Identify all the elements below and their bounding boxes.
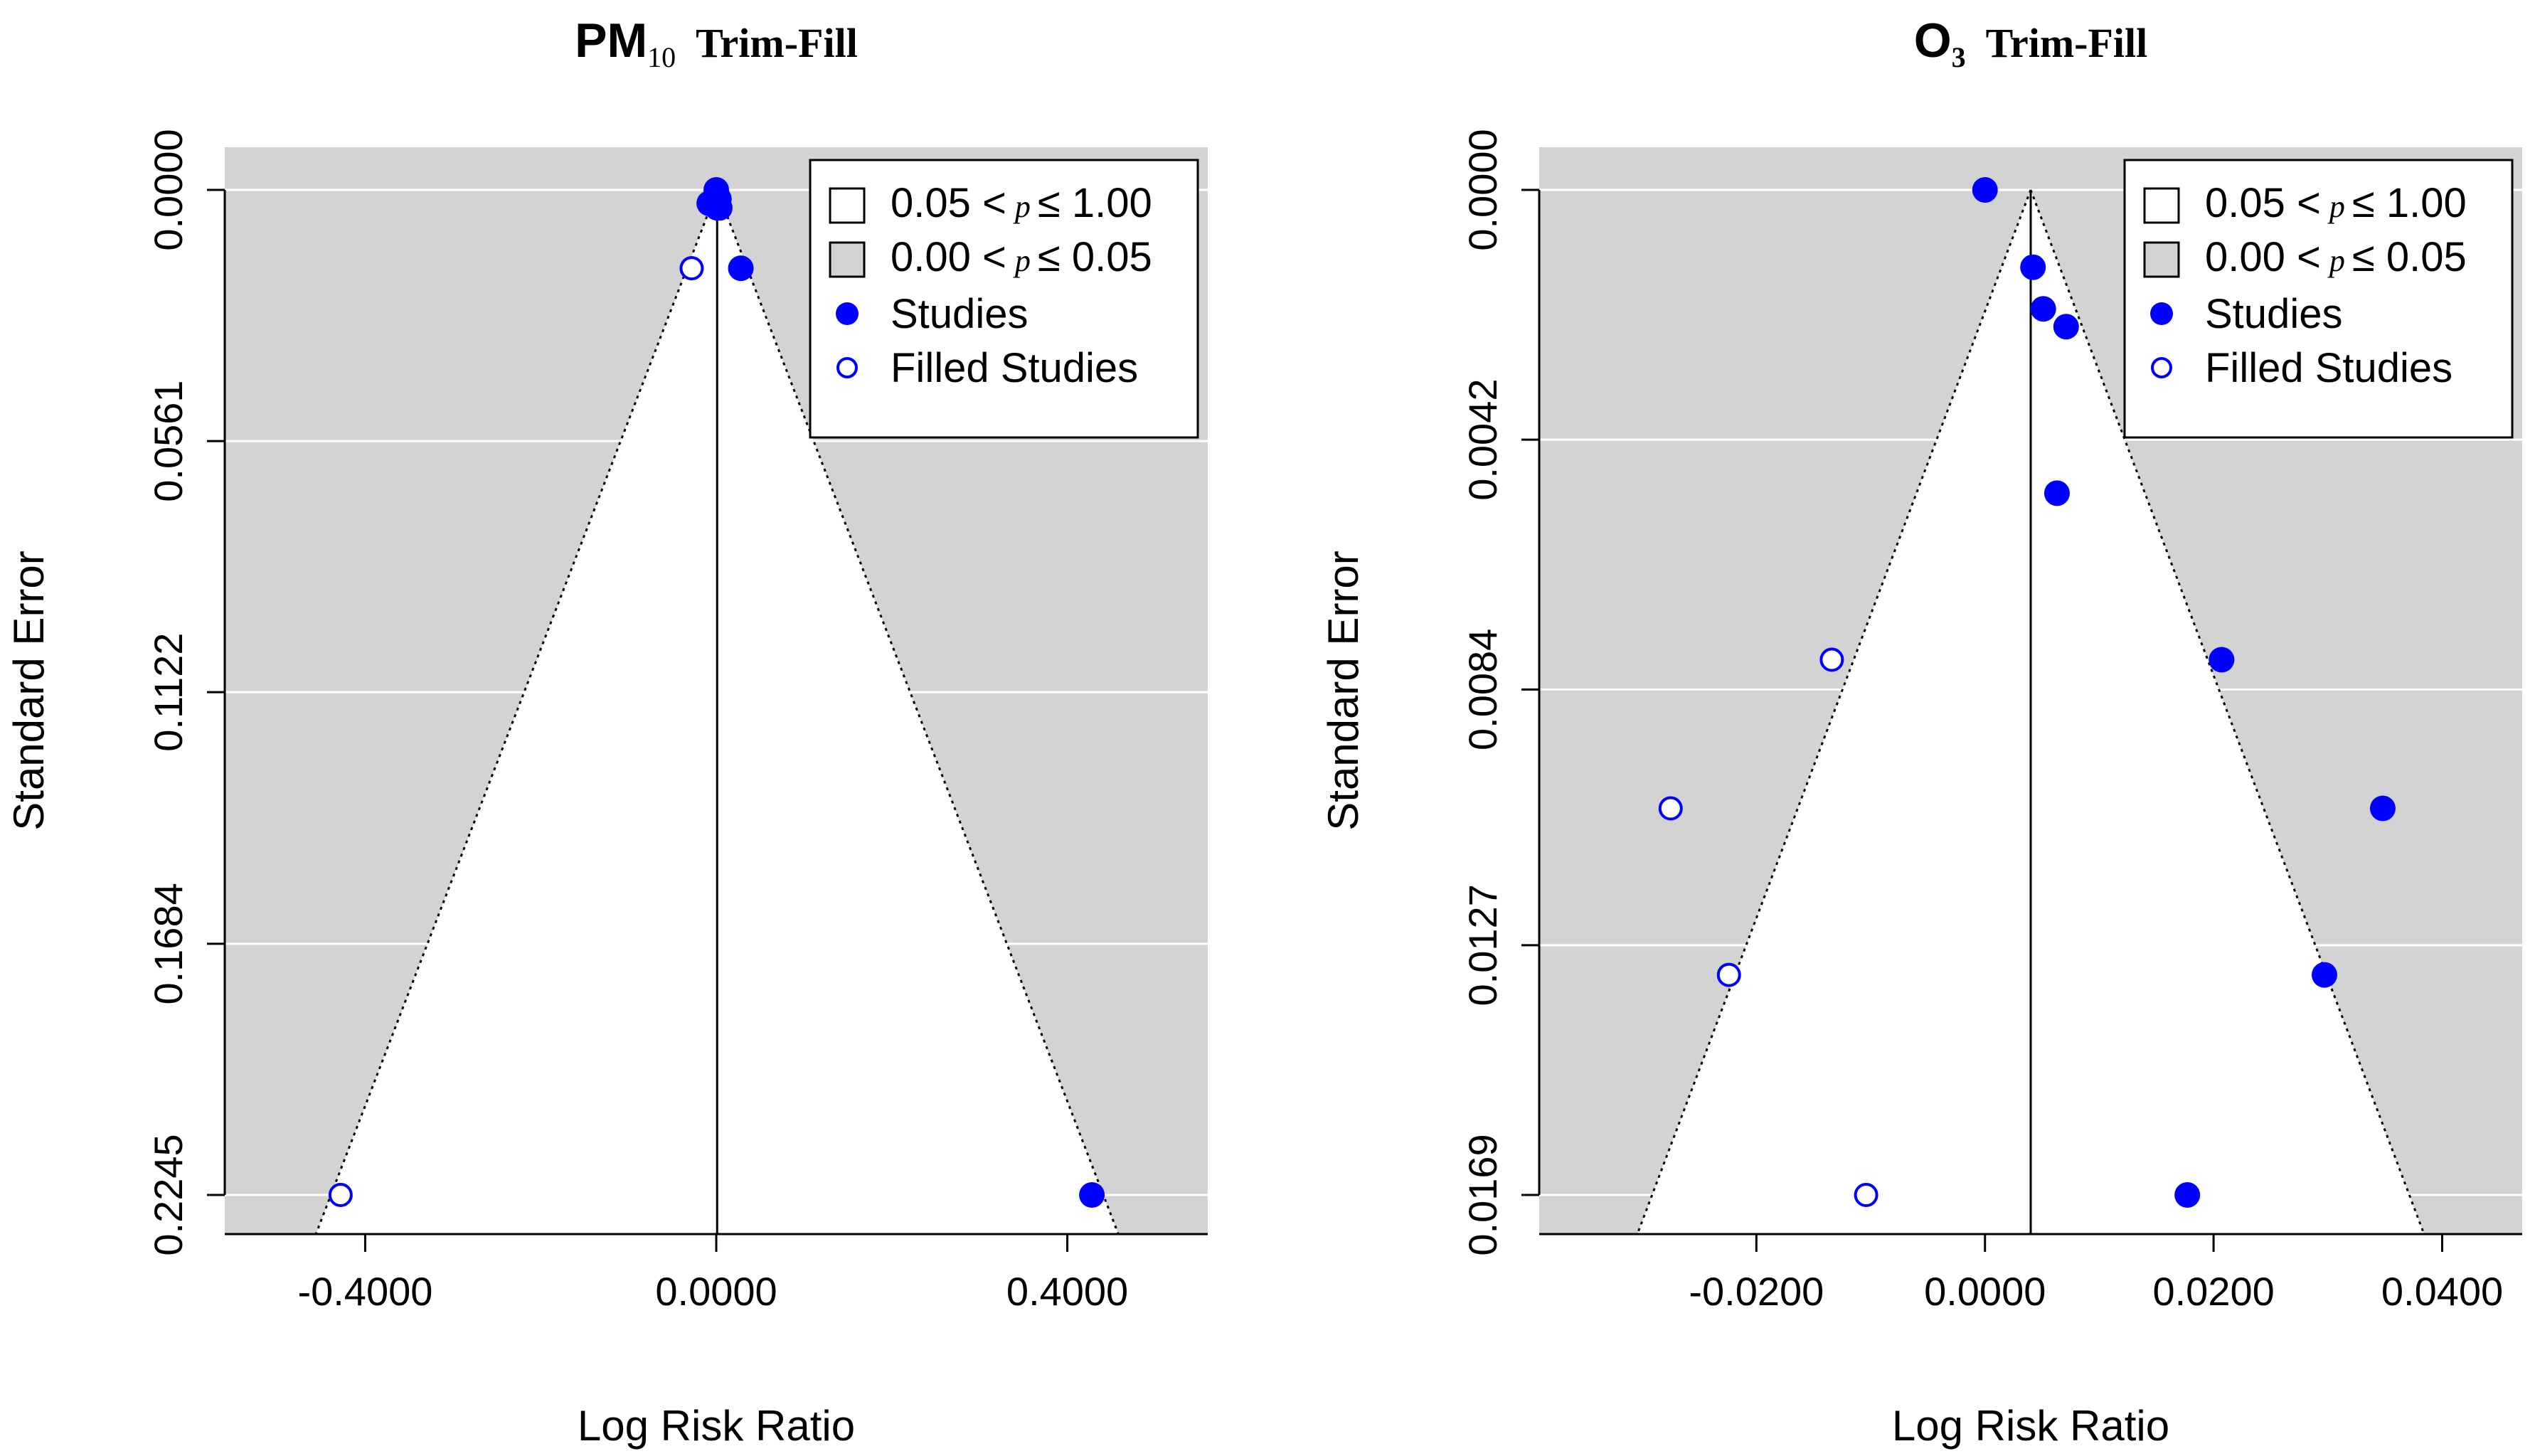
- funnel-edge-left: [1636, 189, 2032, 1234]
- legend-label: Studies: [891, 291, 1028, 337]
- x-tick-label: 0.4000: [1006, 1269, 1128, 1314]
- x-axis-label: Log Risk Ratio: [1892, 1402, 2169, 1450]
- legend-label: Studies: [2205, 291, 2342, 337]
- legend-marker-filled-studies: [836, 357, 858, 378]
- legend-marker-filled-studies: [2151, 357, 2172, 378]
- legend-label: Filled Studies: [891, 345, 1138, 391]
- legend-marker-studies: [836, 302, 859, 325]
- legend-suffix: ≤ 1.00: [2352, 180, 2467, 226]
- legend-prefix: 0.05 <: [2205, 180, 2321, 226]
- x-axis-label: Log Risk Ratio: [578, 1402, 855, 1450]
- y-tick-label: 0.1684: [146, 883, 191, 1004]
- legend-swatch-nonsignificant: [829, 187, 866, 224]
- left-funnel-panel: -0.4000 0.0000 0.4000 0.0000 0.0561 0.1122 0.1…: [5, 14, 1208, 1450]
- y-tick-label: 0.0000: [146, 129, 191, 250]
- filled-study-point: [1819, 647, 1844, 672]
- study-point: [2174, 1182, 2201, 1208]
- title-main: PM: [575, 14, 647, 68]
- x-tick-label: 0.0400: [2381, 1269, 2503, 1314]
- chart-title: O3 Trim-Fill: [1914, 14, 2148, 73]
- legend-prefix: 0.00 <: [2205, 234, 2321, 280]
- legend-box: [2123, 159, 2514, 439]
- study-point: [2209, 647, 2235, 673]
- legend-suffix: ≤ 0.05: [2352, 234, 2467, 280]
- y-tick-label: 0.2245: [146, 1134, 191, 1255]
- legend: 0.05 < p ≤ 1.000.00 < p ≤ 0.05StudiesFilled …: [2123, 159, 2514, 439]
- legend-p: p: [1013, 189, 1031, 224]
- title-subscript: 10: [647, 41, 676, 73]
- legend-prefix: 0.05 <: [891, 180, 1006, 226]
- y-axis-label: Standard Error: [5, 551, 53, 831]
- study-point: [2369, 795, 2396, 822]
- chart-title: PM10 Trim-Fill: [575, 14, 858, 73]
- legend-label: 0.05 < p ≤ 1.00: [2205, 180, 2467, 226]
- study-point: [2044, 480, 2070, 506]
- legend-suffix: ≤ 1.00: [1038, 180, 1152, 226]
- legend-swatch-significant: [829, 241, 866, 278]
- x-tick-label: 0.0000: [1924, 1269, 2046, 1314]
- legend-p: p: [1013, 243, 1031, 278]
- study-point: [2030, 296, 2056, 322]
- legend-marker-studies: [2150, 302, 2173, 325]
- legend-box: [809, 159, 1199, 439]
- funnel-edge-right: [2029, 189, 2425, 1234]
- right-funnel-panel: -0.0200 0.0000 0.0200 0.0400 0.0000 0.0042 0.0…: [1319, 14, 2522, 1450]
- filled-study-point: [1716, 962, 1741, 987]
- title-method: Trim-Fill: [696, 20, 858, 66]
- x-tick-label: -0.4000: [297, 1269, 432, 1314]
- title-method: Trim-Fill: [1986, 20, 2148, 66]
- filled-study-point: [679, 256, 704, 281]
- legend-prefix: 0.00 <: [891, 234, 1006, 280]
- y-tick-label: 0.0561: [146, 380, 191, 501]
- legend-swatch-significant: [2143, 241, 2180, 278]
- study-point: [728, 255, 754, 282]
- y-tick-label: 0.0127: [1460, 884, 1505, 1006]
- y-tick-label: 0.0169: [1460, 1134, 1505, 1255]
- filled-study-point: [328, 1183, 353, 1207]
- y-tick-label: 0.0084: [1460, 629, 1505, 750]
- x-tick-label: 0.0000: [655, 1269, 777, 1314]
- y-axis-label: Standard Error: [1319, 551, 1367, 831]
- study-point: [1972, 177, 1998, 203]
- title-main: O: [1914, 14, 1952, 68]
- study-point: [2311, 962, 2337, 988]
- y-tick-label: 0.1122: [146, 633, 191, 752]
- title-subscript: 3: [1952, 41, 1966, 73]
- filled-study-point: [1854, 1183, 1878, 1207]
- legend-label: 0.00 < p ≤ 0.05: [891, 234, 1152, 280]
- x-tick-label: -0.0200: [1689, 1269, 1824, 1314]
- funnel-edge-left: [314, 189, 718, 1234]
- funnel-group: [225, 188, 1208, 1234]
- y-tick-label: 0.0000: [1460, 129, 1505, 250]
- legend-label: 0.05 < p ≤ 1.00: [891, 180, 1152, 226]
- legend-label: 0.00 < p ≤ 0.05: [2205, 234, 2467, 280]
- x-tick-label: 0.0200: [2152, 1269, 2274, 1314]
- legend-label: Filled Studies: [2205, 345, 2452, 391]
- study-point: [703, 190, 729, 216]
- funnel-edge-right: [716, 189, 1120, 1234]
- filled-study-point: [1658, 796, 1683, 821]
- study-point: [2053, 314, 2079, 340]
- legend-p: p: [2327, 243, 2345, 278]
- legend-swatch-nonsignificant: [2143, 187, 2180, 224]
- legend-suffix: ≤ 0.05: [1038, 234, 1152, 280]
- legend: 0.05 < p ≤ 1.000.00 < p ≤ 0.05StudiesFilled …: [809, 159, 1199, 439]
- study-point: [1079, 1182, 1105, 1208]
- study-point: [2020, 254, 2046, 280]
- funnel-group: [1539, 188, 2522, 1234]
- legend-p: p: [2327, 189, 2345, 224]
- y-tick-label: 0.0042: [1460, 379, 1505, 501]
